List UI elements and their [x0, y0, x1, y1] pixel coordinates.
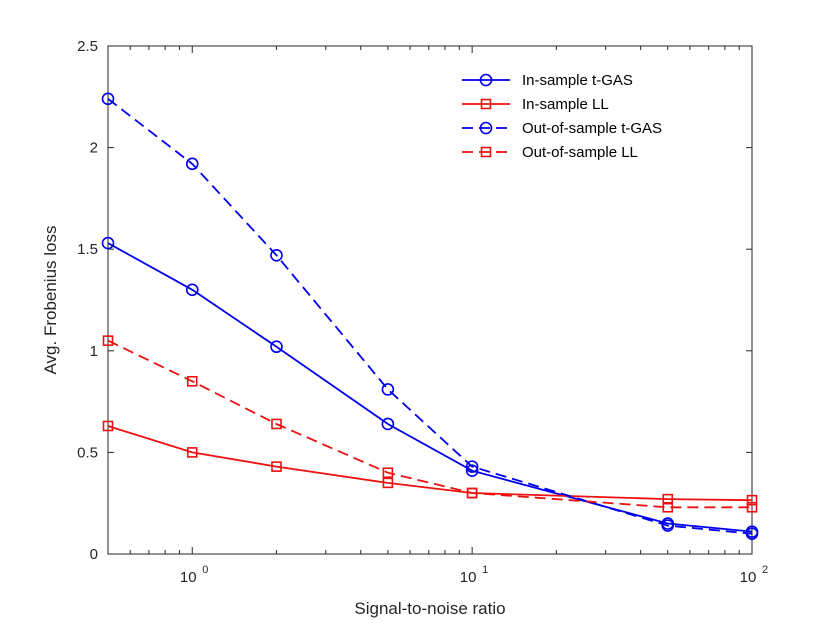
data-point [382, 467, 394, 479]
x-axis-title: Signal-to-noise ratio [354, 599, 505, 618]
data-point [271, 461, 282, 472]
data-point [270, 340, 283, 354]
data-point [185, 283, 199, 297]
legend-label: Out-of-sample t-GAS [522, 120, 662, 137]
data-point [381, 383, 395, 396]
y-axis-title: Avg. Frobenius loss [41, 226, 60, 375]
y-tick-label: 0 [90, 546, 98, 563]
legend-marker [480, 98, 492, 110]
data-point [186, 447, 198, 458]
y-tick-label: 1.5 [77, 241, 98, 258]
y-tick-label: 2 [90, 140, 98, 157]
series-3 [102, 335, 758, 513]
data-point [661, 519, 675, 532]
data-point [466, 487, 478, 499]
series-line [107, 339, 752, 509]
data-point [270, 248, 283, 262]
series-2 [101, 92, 759, 540]
data-point [465, 464, 479, 477]
data-point [186, 375, 198, 387]
legend-label: Out-of-sample LL [522, 144, 638, 161]
data-point [745, 527, 759, 540]
series-line [107, 425, 753, 502]
y-tick-label: 1 [90, 343, 98, 360]
data-point [381, 417, 395, 431]
data-point [746, 494, 758, 506]
x-tick-label: 10 [740, 569, 757, 586]
legend-marker [479, 73, 493, 87]
data-point [101, 92, 115, 106]
data-point [382, 477, 394, 489]
x-tick-label: 10 [460, 569, 477, 586]
data-point [746, 501, 758, 513]
x-tick-exponent: 1 [482, 564, 488, 576]
data-point [662, 493, 674, 505]
x-tick-exponent: 0 [202, 564, 208, 576]
legend-label: In-sample t-GAS [522, 72, 633, 89]
x-tick-exponent: 2 [762, 564, 768, 576]
legend: In-sample t-GAS In-sample LL Out-of-sample… [442, 64, 730, 170]
data-point [101, 236, 115, 250]
y-tick-label: 0.5 [77, 444, 98, 461]
data-point [662, 501, 674, 513]
y-tick-label: 2.5 [77, 38, 98, 55]
series-1 [102, 420, 758, 506]
legend-marker [480, 146, 492, 158]
series-line [107, 242, 753, 533]
legend-label: In-sample LL [522, 96, 609, 113]
x-tick-label: 10 [180, 569, 197, 586]
series-line [107, 98, 753, 535]
data-point [102, 335, 114, 346]
series-group [101, 92, 759, 540]
data-point [271, 418, 282, 430]
data-point [465, 460, 479, 473]
data-point [185, 157, 199, 171]
data-point [102, 420, 114, 432]
legend-marker [479, 121, 493, 135]
